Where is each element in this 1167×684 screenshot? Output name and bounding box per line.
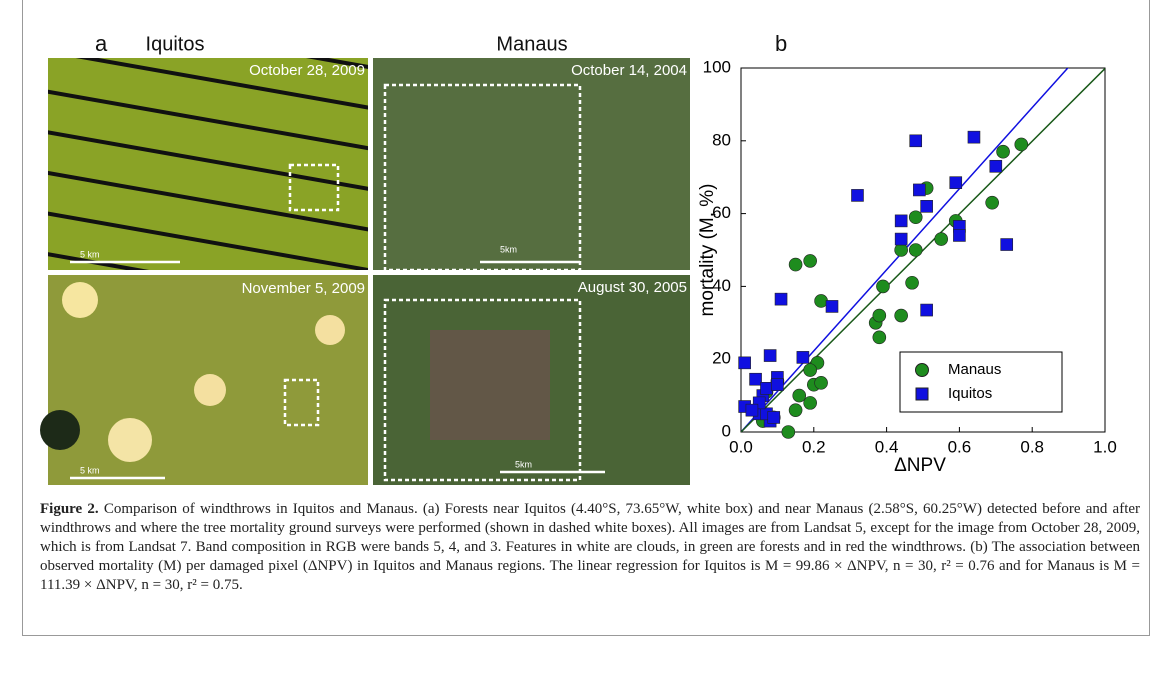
- scale-label: 5km: [500, 244, 517, 254]
- point: [781, 425, 796, 439]
- scale-label: 5 km: [80, 465, 100, 475]
- x-tick-label: 0.0: [729, 437, 753, 456]
- point: [894, 214, 908, 228]
- point: [767, 411, 781, 424]
- scale-label: 5km: [515, 459, 532, 469]
- x-tick-label: 0.8: [1020, 437, 1044, 456]
- point: [908, 243, 923, 257]
- point: [989, 159, 1003, 173]
- point: [814, 294, 828, 308]
- point: [949, 176, 963, 189]
- point: [763, 349, 777, 362]
- legend-box: [899, 351, 1063, 413]
- image-date: November 5, 2009: [242, 280, 365, 297]
- point: [825, 300, 839, 313]
- figure-frame: [22, 0, 1150, 636]
- point: [913, 183, 926, 197]
- point: [788, 257, 803, 272]
- point: [894, 232, 908, 246]
- x-axis-label: ΔNPV: [894, 455, 946, 476]
- legend-label: Iquitos: [948, 385, 992, 402]
- point: [909, 134, 923, 148]
- y-tick-label: 60: [712, 203, 731, 222]
- panel-label: b: [775, 31, 787, 56]
- point: [953, 229, 966, 242]
- point: [996, 144, 1010, 159]
- column-label: Iquitos: [146, 33, 205, 55]
- point: [803, 396, 817, 410]
- scale-label: 5 km: [80, 249, 100, 259]
- y-tick-label: 20: [712, 349, 731, 368]
- y-tick-label: 100: [703, 57, 731, 76]
- point: [774, 292, 788, 306]
- point: [851, 189, 864, 202]
- y-axis-label: mortality (M, %): [697, 184, 718, 317]
- x-tick-label: 1.0: [1093, 437, 1117, 456]
- caption: Figure 2. Comparison of windthrows in Iq…: [40, 500, 1140, 595]
- legend-marker: [915, 363, 929, 377]
- point: [760, 382, 773, 395]
- point: [905, 275, 919, 290]
- point: [894, 243, 908, 257]
- legend-marker: [915, 387, 929, 401]
- point: [920, 200, 933, 213]
- caption-label: Figure 2.: [40, 501, 99, 517]
- x-tick-label: 0.2: [802, 437, 826, 456]
- point: [788, 403, 803, 417]
- point: [814, 376, 828, 390]
- y-tick-label: 0: [722, 421, 731, 440]
- x-tick-label: 0.4: [875, 437, 899, 456]
- image-date: August 30, 2005: [578, 279, 687, 296]
- point: [796, 351, 810, 364]
- legend-label: Manaus: [948, 361, 1001, 378]
- trend-line: [741, 68, 1069, 432]
- point: [894, 308, 908, 323]
- point: [1014, 137, 1029, 152]
- x-tick-label: 0.6: [948, 437, 972, 456]
- y-tick-label: 80: [712, 130, 731, 149]
- satellite-images: [40, 58, 690, 485]
- trend-line: [741, 68, 1105, 432]
- point: [985, 195, 999, 210]
- point: [738, 356, 751, 370]
- image-date: October 28, 2009: [249, 62, 365, 79]
- point: [803, 254, 817, 268]
- point: [792, 388, 807, 403]
- point: [934, 232, 949, 246]
- y-tick-label: 40: [712, 276, 731, 295]
- plot-frame: [740, 67, 1106, 433]
- caption-text: Comparison of windthrows in Iquitos and …: [40, 501, 1141, 593]
- point: [745, 403, 759, 417]
- point: [967, 130, 981, 144]
- point: [920, 303, 933, 317]
- image-date: October 14, 2004: [571, 62, 687, 79]
- point: [1000, 238, 1014, 251]
- figure: a Iquitos Manaus b October 28, 2009 Octo…: [40, 31, 1117, 485]
- panel-label: a: [95, 31, 108, 56]
- point: [803, 363, 817, 377]
- point: [876, 279, 890, 294]
- point: [749, 372, 762, 386]
- column-label: Manaus: [496, 33, 567, 55]
- point: [908, 210, 923, 225]
- point: [872, 330, 887, 345]
- point: [872, 308, 887, 323]
- point: [771, 378, 784, 391]
